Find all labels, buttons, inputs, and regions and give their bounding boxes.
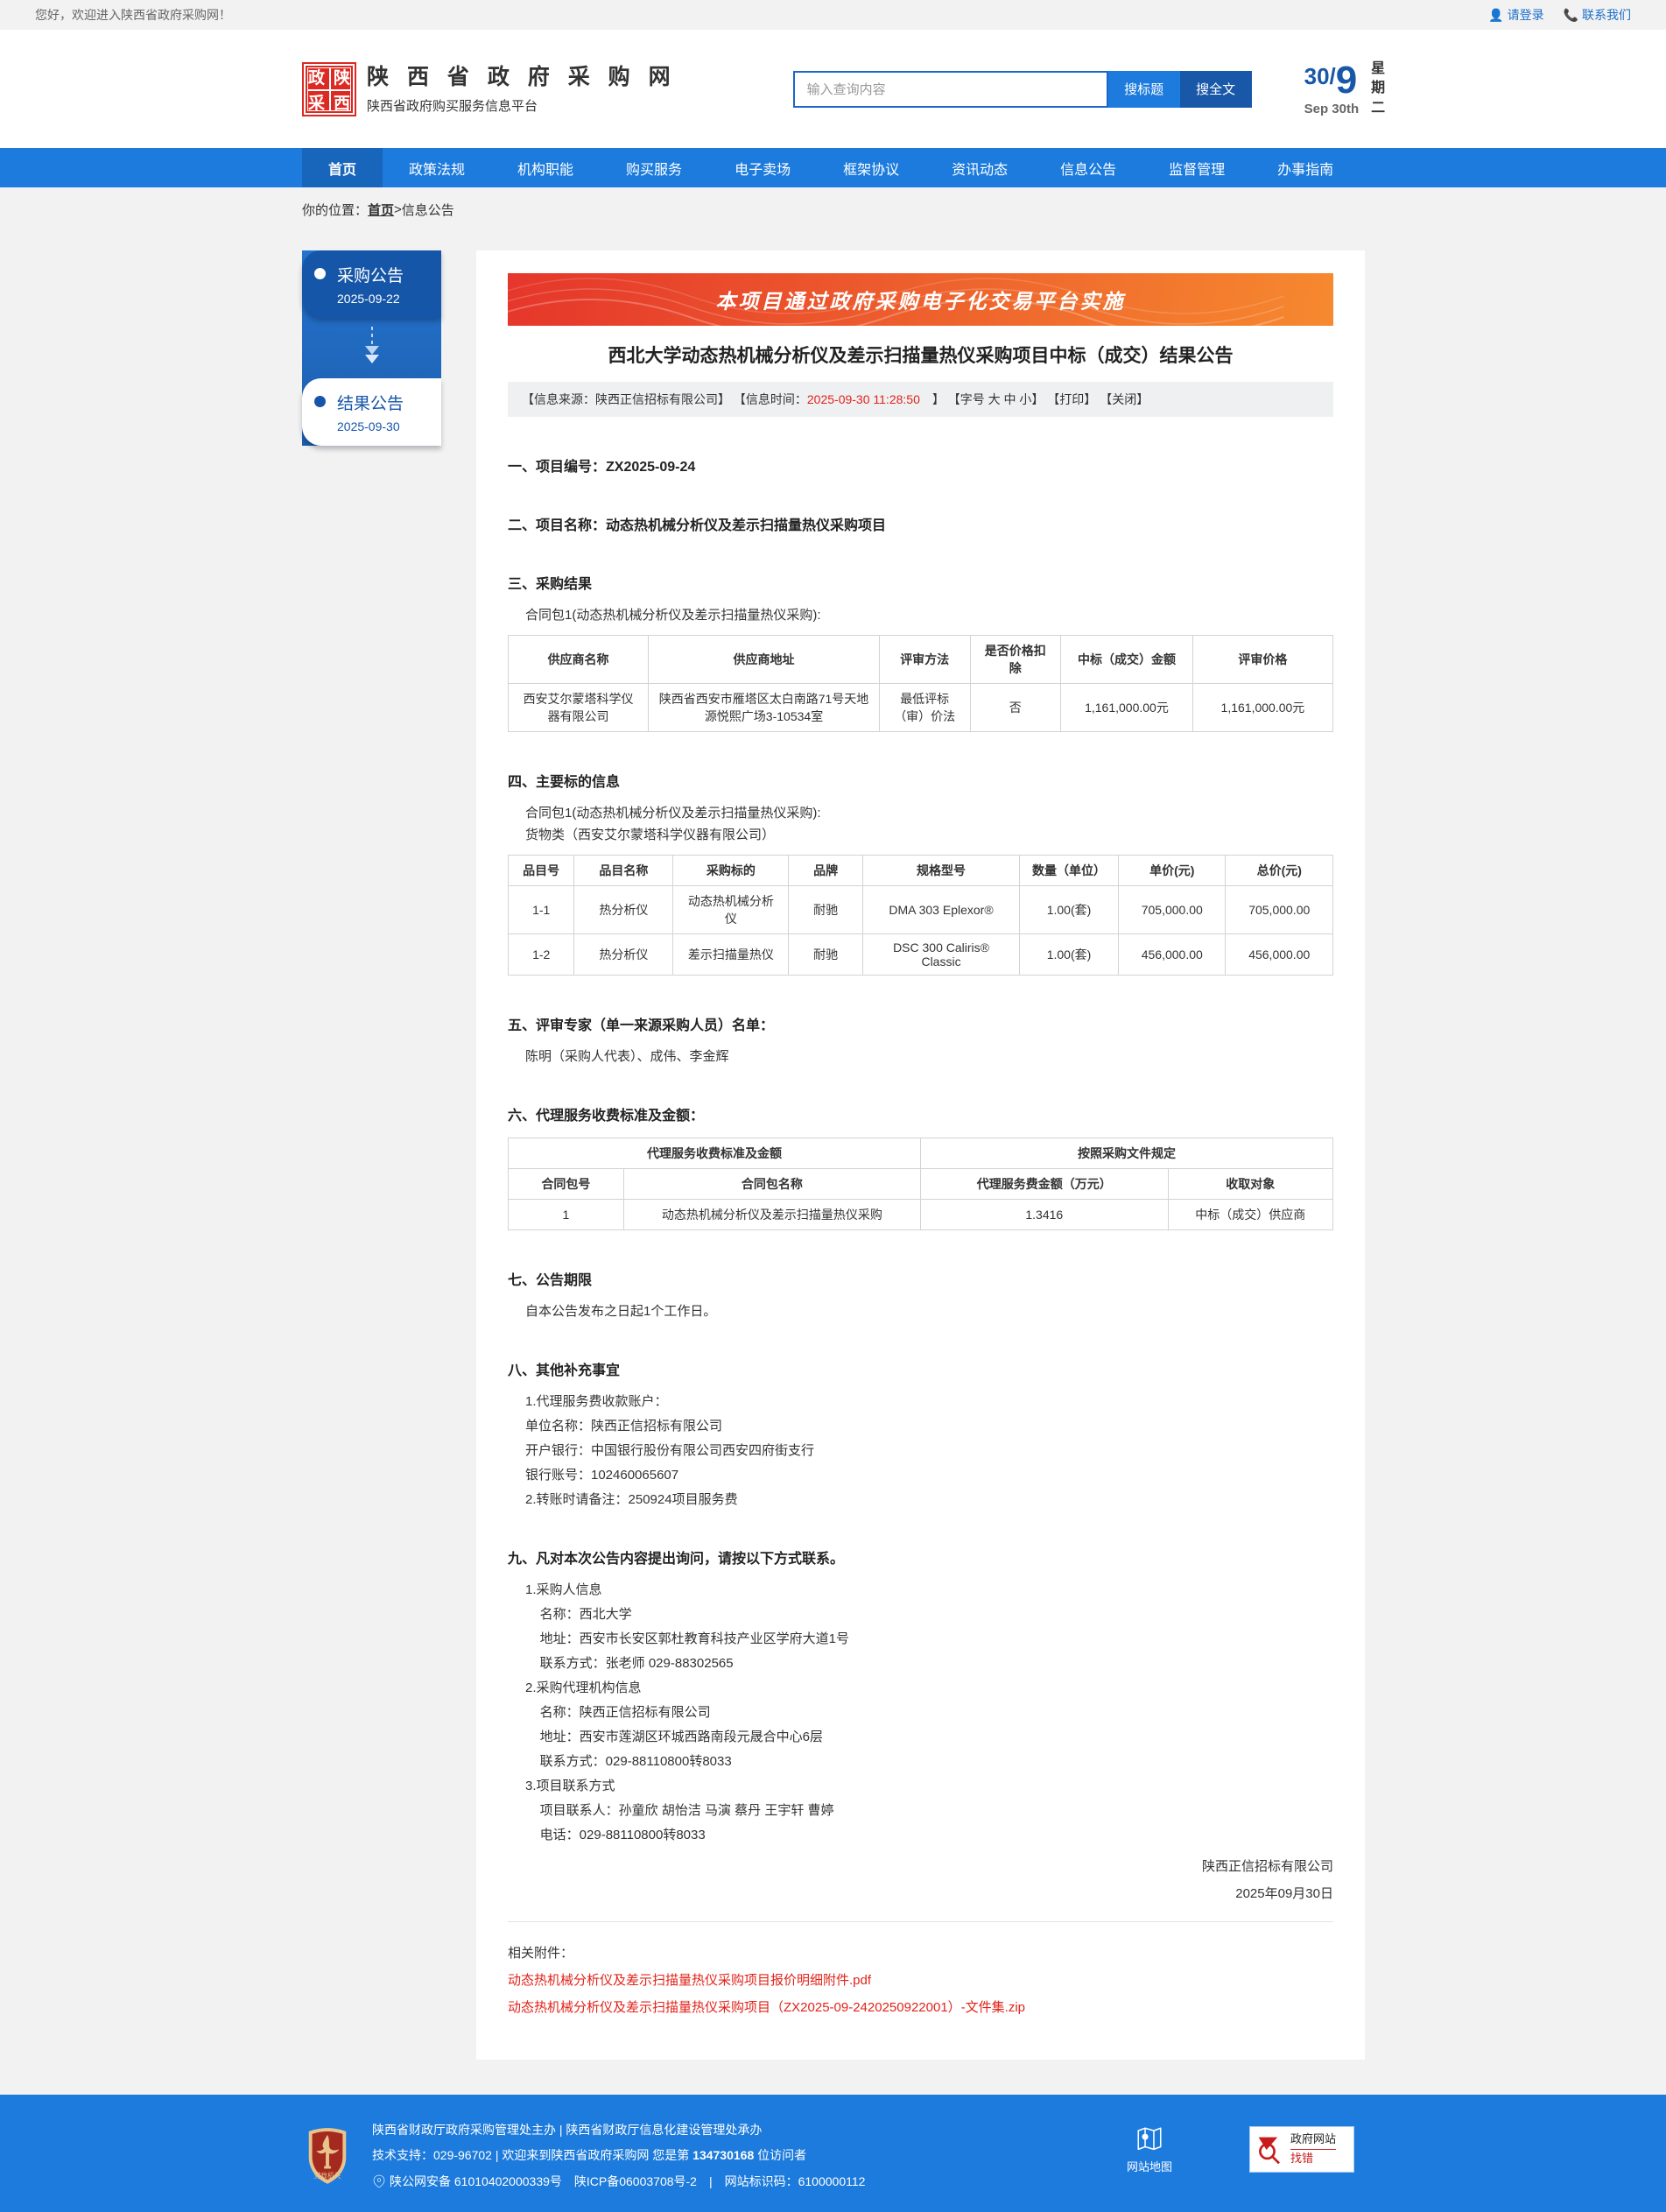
svg-text:党政机关: 党政机关 (314, 2171, 341, 2180)
